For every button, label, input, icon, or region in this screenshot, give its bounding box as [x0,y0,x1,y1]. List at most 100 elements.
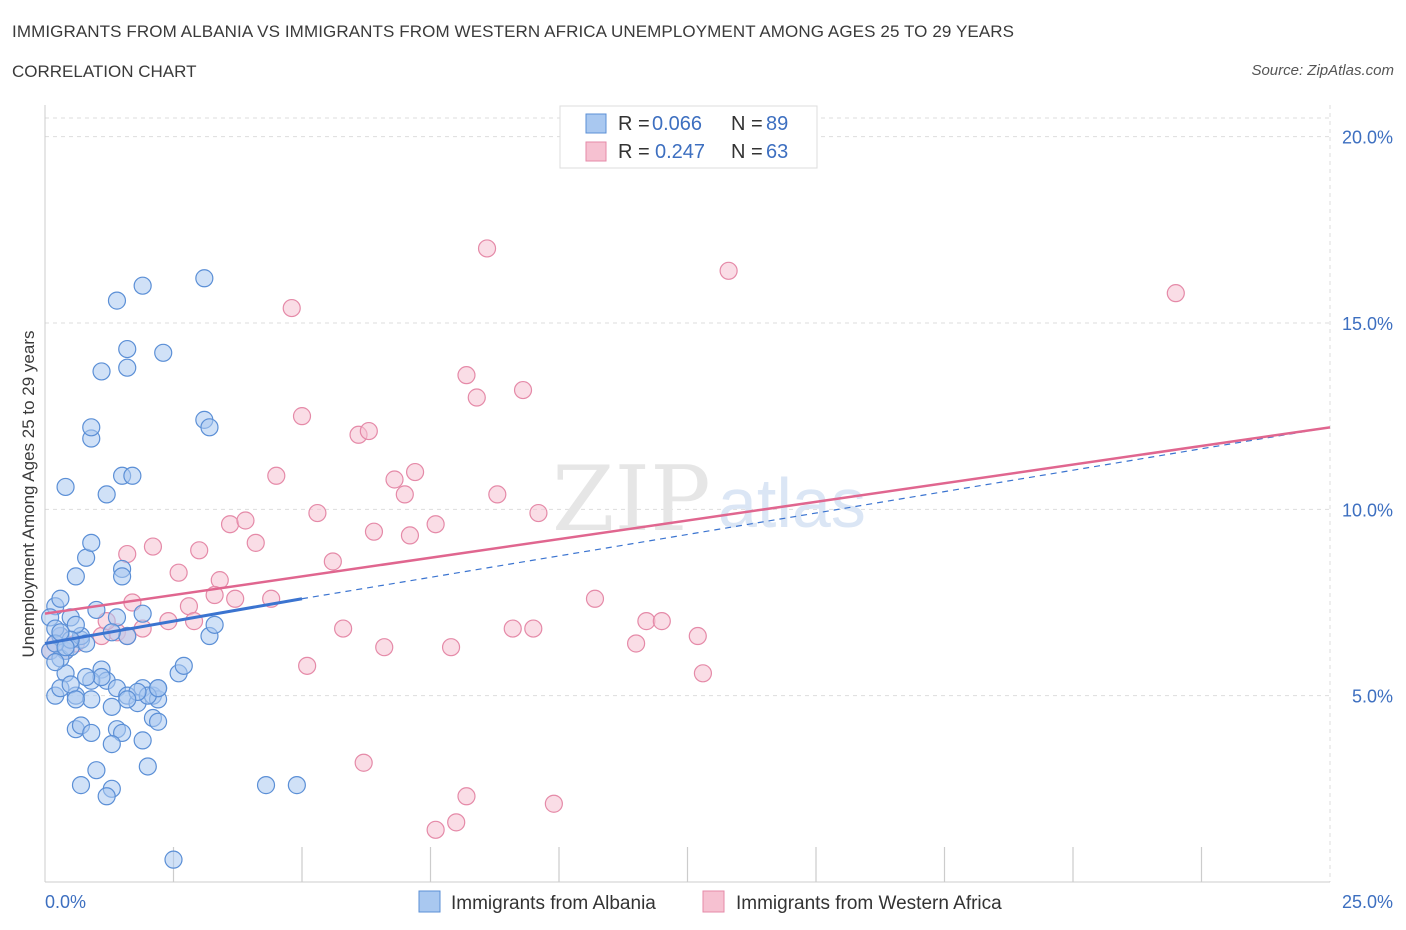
legend-swatch-western-africa [585,141,607,162]
legend-r-label-albania: R = [618,113,650,135]
legend-r-value-albania: 0.066 [652,113,702,135]
point-albania-18 [92,362,111,381]
x-tick-label-max: 25.0% [1342,892,1393,912]
point-albania-81 [46,653,65,672]
point-albania-73 [287,776,306,795]
point-albania-28 [112,567,132,586]
point-albania-32 [51,589,70,608]
point-albania-17 [82,418,101,437]
point-albania-29 [133,604,152,623]
point-albania-20 [118,339,137,359]
point-western-africa-20 [400,526,420,545]
point-western-africa-19 [364,522,384,541]
point-western-africa-32 [585,589,605,608]
point-albania-66 [87,761,106,780]
point-western-africa-2 [1166,284,1185,303]
point-western-africa-0 [477,239,497,258]
legend-top: R = 0.066 N = 89 R = 0.247 N = 63 [559,105,818,169]
point-western-africa-9 [359,421,378,441]
watermark: ZIP atlas [552,447,866,552]
point-western-africa-23 [246,533,265,552]
point-western-africa-7 [292,407,312,426]
point-western-africa-43 [334,619,353,638]
legend-r-label-western-africa: R = [618,141,650,163]
point-albania-62 [102,735,121,754]
bottom-legend-label-western-africa: Immigrants from Western Africa [736,893,1002,914]
chart-title: IMMIGRANTS FROM ALBANIA VS IMMIGRANTS FR… [12,22,1015,41]
legend-bottom: Immigrants from Albania Immigrants from … [418,890,1002,914]
bottom-legend-swatch-western-africa [702,890,725,913]
point-western-africa-56 [544,794,563,813]
point-albania-52 [205,615,224,634]
legend-swatch-albania [585,113,607,134]
point-western-africa-24 [190,541,209,560]
watermark-atlas: atlas [718,464,866,542]
point-albania-86 [148,679,168,698]
point-western-africa-4 [457,366,476,385]
point-western-africa-13 [395,485,414,504]
point-western-africa-21 [426,515,445,534]
point-western-africa-27 [169,563,188,582]
point-albania-15 [123,466,142,485]
point-western-africa-30 [226,589,245,608]
y-tick-label-1: 10.0% [1342,500,1393,520]
point-western-africa-1 [719,261,738,280]
point-western-africa-3 [282,298,301,318]
legend-n-label-western-africa: N = [731,141,763,163]
source-label: Source: ZipAtlas.com [1251,62,1394,79]
point-albania-12 [97,485,116,504]
point-western-africa-51 [375,638,394,657]
point-albania-22 [107,291,127,310]
point-albania-3 [66,567,85,586]
point-albania-63 [133,731,152,750]
point-western-africa-44 [503,619,522,638]
point-albania-55 [102,697,121,716]
point-western-africa-22 [143,537,163,556]
y-tick-label-2: 15.0% [1342,314,1393,334]
point-albania-69 [97,787,116,806]
point-western-africa-46 [637,612,656,631]
legend-n-label-albania: N = [731,113,763,135]
y-tick-label-3: 20.0% [1342,128,1393,148]
point-western-africa-54 [354,753,373,772]
point-albania-71 [164,850,183,869]
point-albania-44 [92,667,111,687]
point-albania-56 [82,690,101,709]
point-albania-87 [118,690,137,709]
legend-n-value-albania: 89 [766,113,788,135]
point-western-africa-6 [513,380,533,400]
bottom-legend-label-albania: Immigrants from Albania [451,893,656,914]
chart-subtitle: CORRELATION CHART [12,62,197,81]
point-albania-83 [66,690,85,709]
point-albania-65 [148,712,168,731]
point-western-africa-18 [236,511,255,530]
point-western-africa-11 [385,470,404,489]
point-western-africa-47 [652,612,671,631]
point-western-africa-48 [688,626,707,646]
point-albania-24 [195,269,214,288]
point-albania-88 [77,667,96,687]
y-axis-label: Unemployment Among Ages 25 to 29 years [19,331,38,658]
point-western-africa-15 [308,503,327,523]
point-albania-61 [112,723,132,743]
point-western-africa-14 [488,485,507,504]
point-western-africa-10 [267,466,286,485]
point-albania-21 [154,343,173,362]
point-western-africa-17 [220,515,240,534]
point-albania-70 [138,757,157,776]
point-albania-13 [56,477,75,497]
point-albania-50 [174,656,193,675]
legend-r-value-western-africa: 0.247 [655,141,705,163]
point-western-africa-57 [426,820,445,839]
point-albania-59 [82,723,101,743]
point-albania-67 [71,776,91,795]
trend-lines [44,426,1331,645]
point-western-africa-52 [298,656,317,675]
series-albania-points [41,269,306,869]
point-western-africa-53 [693,664,713,683]
point-western-africa-16 [529,503,548,523]
point-albania-11 [87,600,106,620]
point-western-africa-50 [441,638,461,657]
point-western-africa-12 [405,462,425,482]
